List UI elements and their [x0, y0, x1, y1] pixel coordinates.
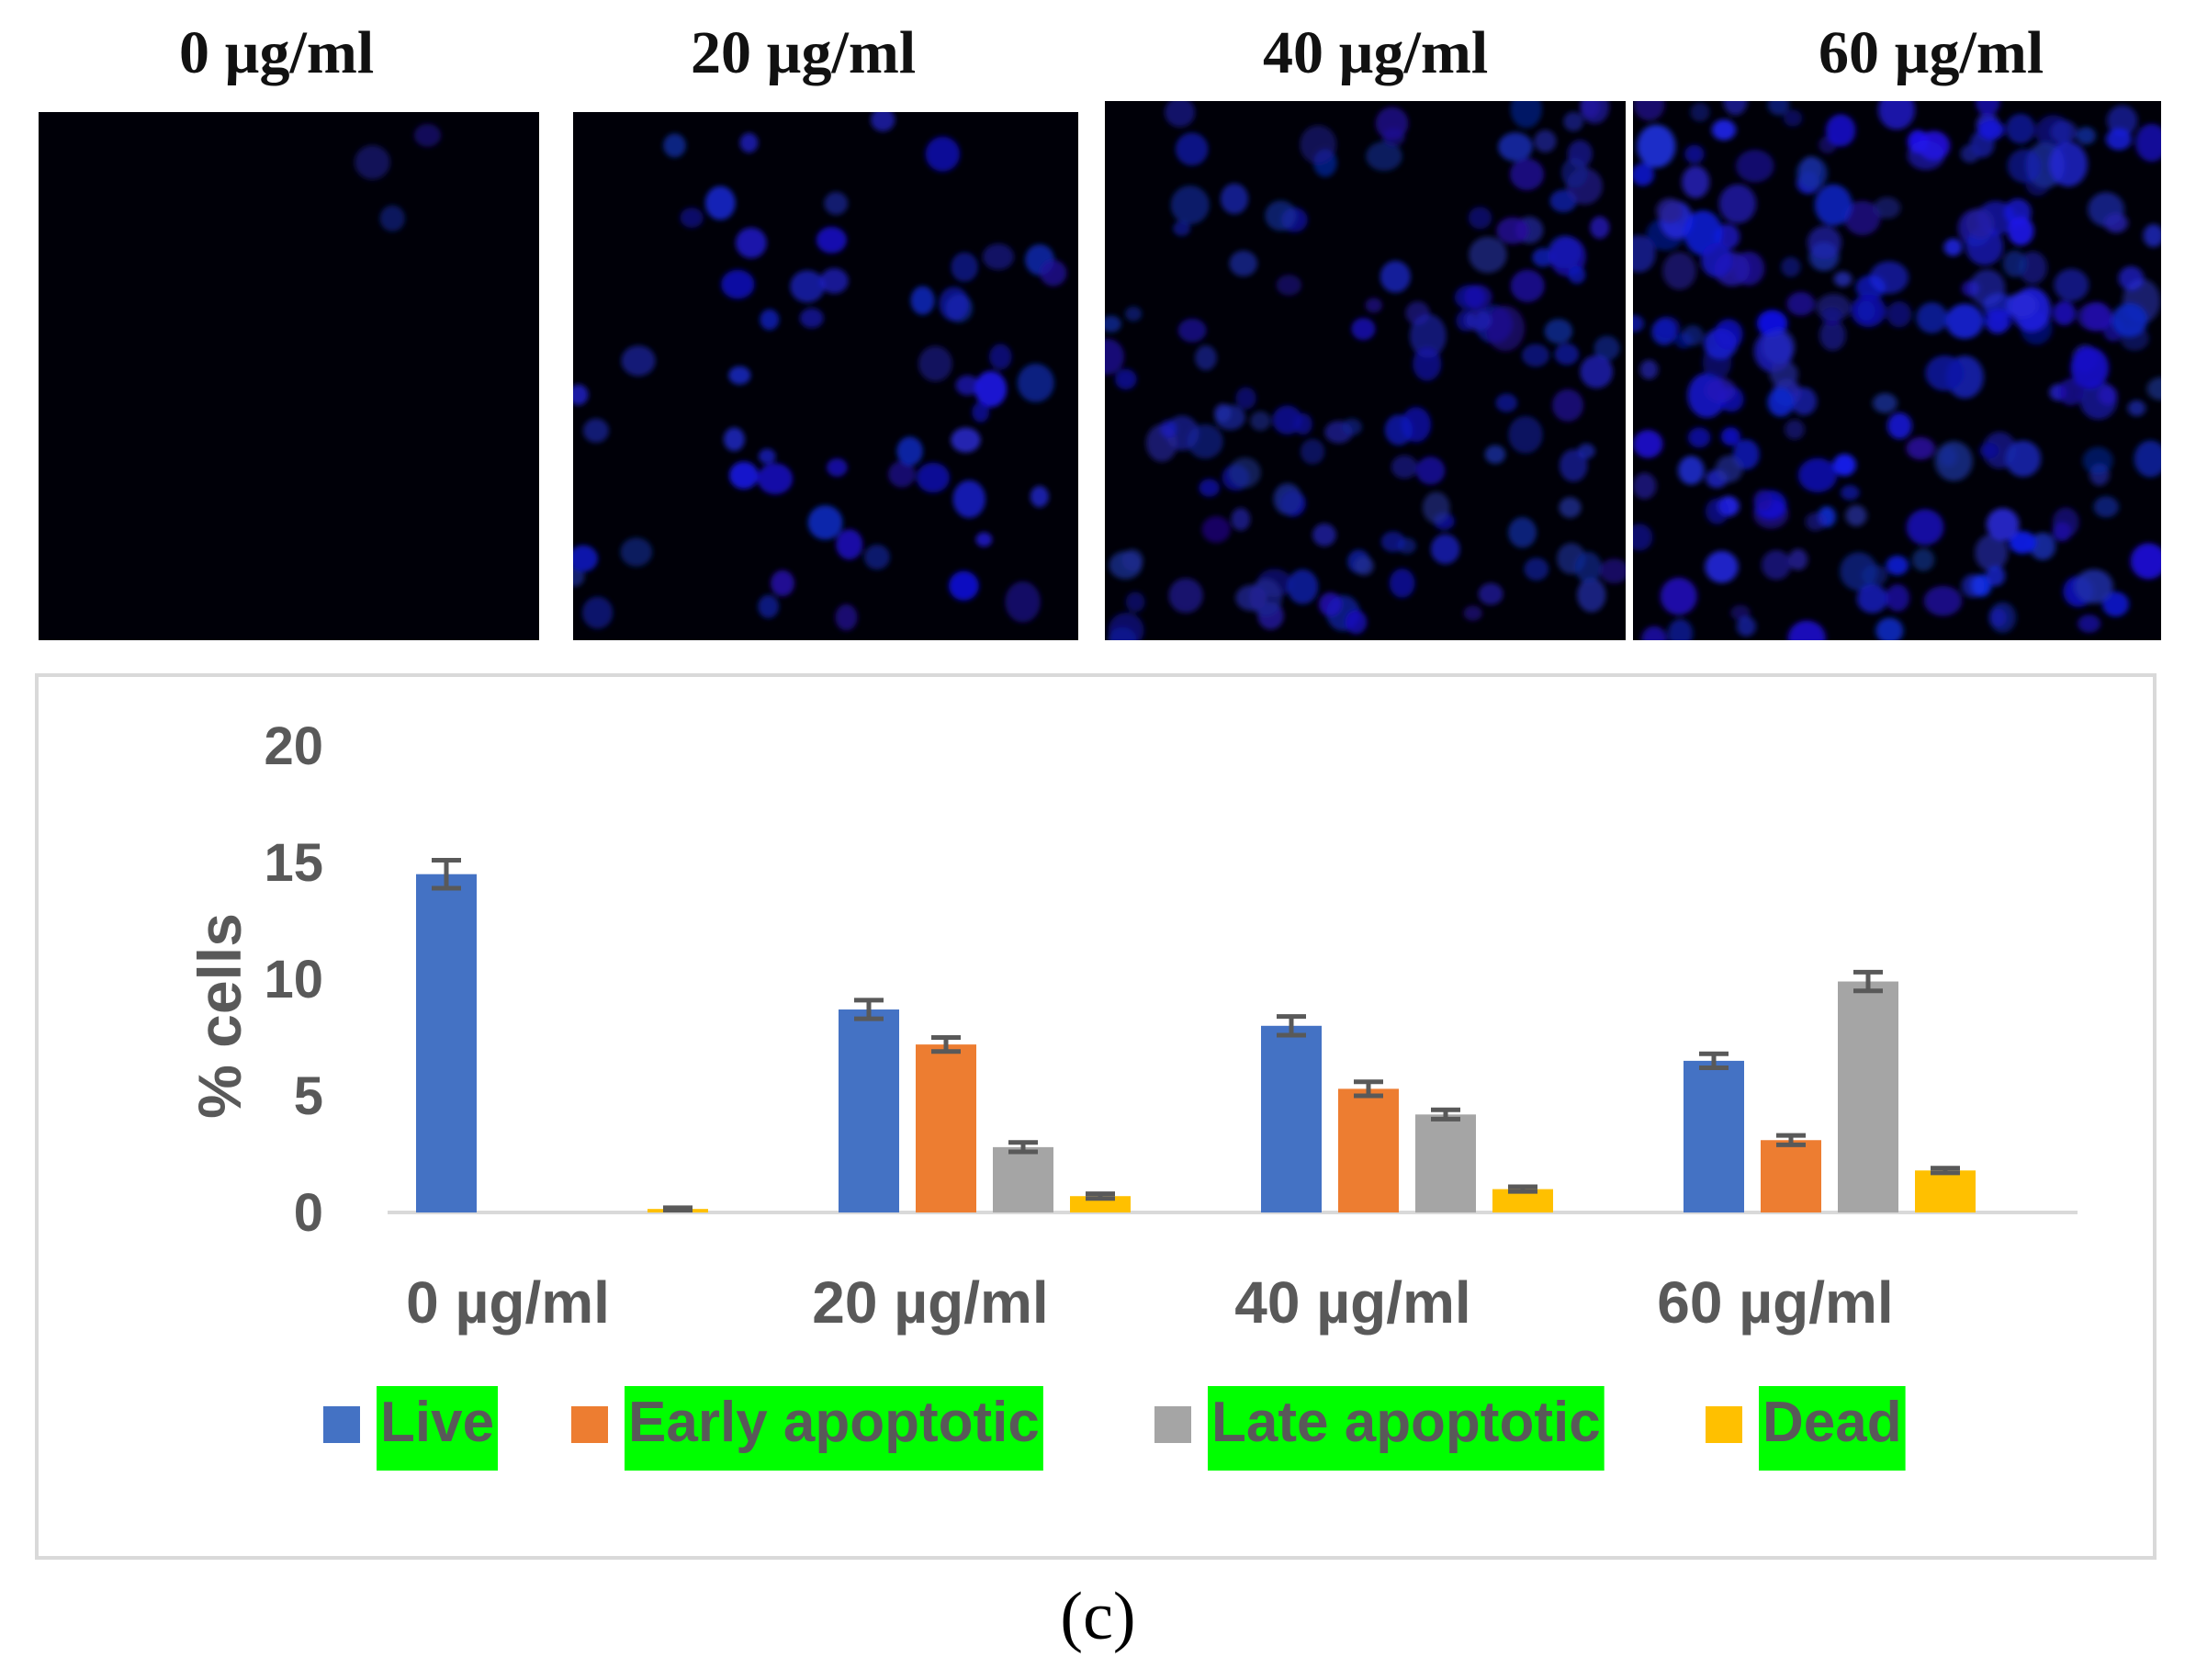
legend-item-early-apoptotic: Early apoptotic — [571, 1386, 1043, 1471]
micrograph-title-20: 20 µg/ml — [691, 19, 917, 86]
micrograph-title-40: 40 µg/ml — [1263, 19, 1489, 86]
bar-live-0 — [416, 874, 477, 1212]
error-bar-dead-2 — [1508, 1184, 1537, 1194]
legend-item-live: Live — [323, 1386, 499, 1471]
error-bar-late-apoptotic-3 — [1853, 969, 1883, 994]
micrograph-20ugml — [573, 112, 1078, 640]
chart-frame: 0 5 10 15 20 % cells 0 µg/ml 20 µg/ml 40 µg/ml 60… — [35, 673, 2157, 1560]
y-tick-label-15: 15 — [264, 833, 323, 893]
legend-highlight — [1759, 1386, 1906, 1471]
x-tick-label-0: 0 µg/ml — [406, 1269, 610, 1336]
y-tick-label-20: 20 — [264, 716, 323, 776]
nuclei-group — [1633, 101, 2161, 640]
legend-swatch — [323, 1406, 360, 1443]
micrograph-title-60: 60 µg/ml — [1819, 19, 2044, 86]
error-bar-live-0 — [432, 857, 461, 891]
legend-highlight — [377, 1386, 499, 1471]
bar-early-apoptotic-1 — [916, 1044, 976, 1212]
error-bar-dead-1 — [1086, 1191, 1115, 1201]
error-bar-dead-0 — [663, 1205, 693, 1212]
legend-label: Live — [380, 1391, 494, 1454]
legend-swatch — [1154, 1406, 1191, 1443]
bar-live-2 — [1261, 1025, 1322, 1212]
bar-late-apoptotic-2 — [1415, 1114, 1476, 1212]
error-bar-live-2 — [1277, 1014, 1306, 1038]
legend-label: Dead — [1762, 1391, 1902, 1454]
legend-item-late-apoptotic: Late apoptotic — [1154, 1386, 1605, 1471]
nuclei-group — [573, 112, 1067, 631]
error-bar-late-apoptotic-1 — [1008, 1140, 1038, 1155]
bar-late-apoptotic-1 — [993, 1146, 1053, 1212]
micrograph-title-0: 0 µg/ml — [179, 19, 375, 86]
bar-live-3 — [1684, 1060, 1744, 1212]
micrograph-60-svg — [1633, 101, 2161, 640]
nuclei-group — [355, 123, 442, 231]
bar-dead-3 — [1915, 1170, 1976, 1212]
y-tick-label-5: 5 — [294, 1066, 323, 1126]
apoptosis-bar-chart: 0 5 10 15 20 % cells 0 µg/ml 20 µg/ml 40 µg/ml 60… — [186, 716, 2078, 1471]
micrograph-40-svg — [1105, 101, 1626, 640]
micrograph-0-svg — [355, 123, 442, 231]
micrograph-20-svg — [573, 112, 1067, 631]
error-bar-live-3 — [1699, 1051, 1729, 1071]
error-bar-dead-3 — [1931, 1166, 1960, 1176]
legend-item-dead: Dead — [1706, 1386, 1906, 1471]
legend-swatch — [1706, 1406, 1742, 1443]
micrograph-40ugml — [1105, 101, 1626, 640]
figure-caption: (c) — [1060, 1579, 1136, 1654]
nuclei-group — [1105, 101, 1626, 640]
error-bar-early-apoptotic-1 — [931, 1035, 961, 1054]
x-tick-label-1: 20 µg/ml — [812, 1269, 1048, 1336]
bar-dead-1 — [1070, 1196, 1131, 1212]
micrograph-0ugml — [39, 112, 539, 640]
bar-early-apoptotic-3 — [1761, 1140, 1821, 1212]
error-bar-early-apoptotic-2 — [1354, 1079, 1383, 1099]
legend-highlight — [625, 1386, 1043, 1471]
bar-late-apoptotic-3 — [1838, 981, 1898, 1212]
error-bar-early-apoptotic-3 — [1776, 1133, 1806, 1147]
y-tick-label-0: 0 — [294, 1183, 323, 1243]
bar-early-apoptotic-2 — [1338, 1088, 1399, 1212]
legend-label: Late apoptotic — [1211, 1391, 1601, 1454]
x-tick-label-2: 40 µg/ml — [1234, 1269, 1470, 1336]
error-bar-late-apoptotic-2 — [1431, 1107, 1460, 1122]
error-bar-live-1 — [854, 998, 884, 1021]
micrograph-60ugml — [1633, 101, 2161, 640]
y-axis-label: % cells — [186, 913, 253, 1119]
legend-swatch — [571, 1406, 608, 1443]
legend-label: Early apoptotic — [628, 1391, 1040, 1454]
legend-highlight — [1208, 1386, 1605, 1471]
x-tick-label-3: 60 µg/ml — [1657, 1269, 1893, 1336]
y-tick-label-10: 10 — [264, 950, 323, 1009]
bar-live-1 — [839, 1009, 899, 1212]
